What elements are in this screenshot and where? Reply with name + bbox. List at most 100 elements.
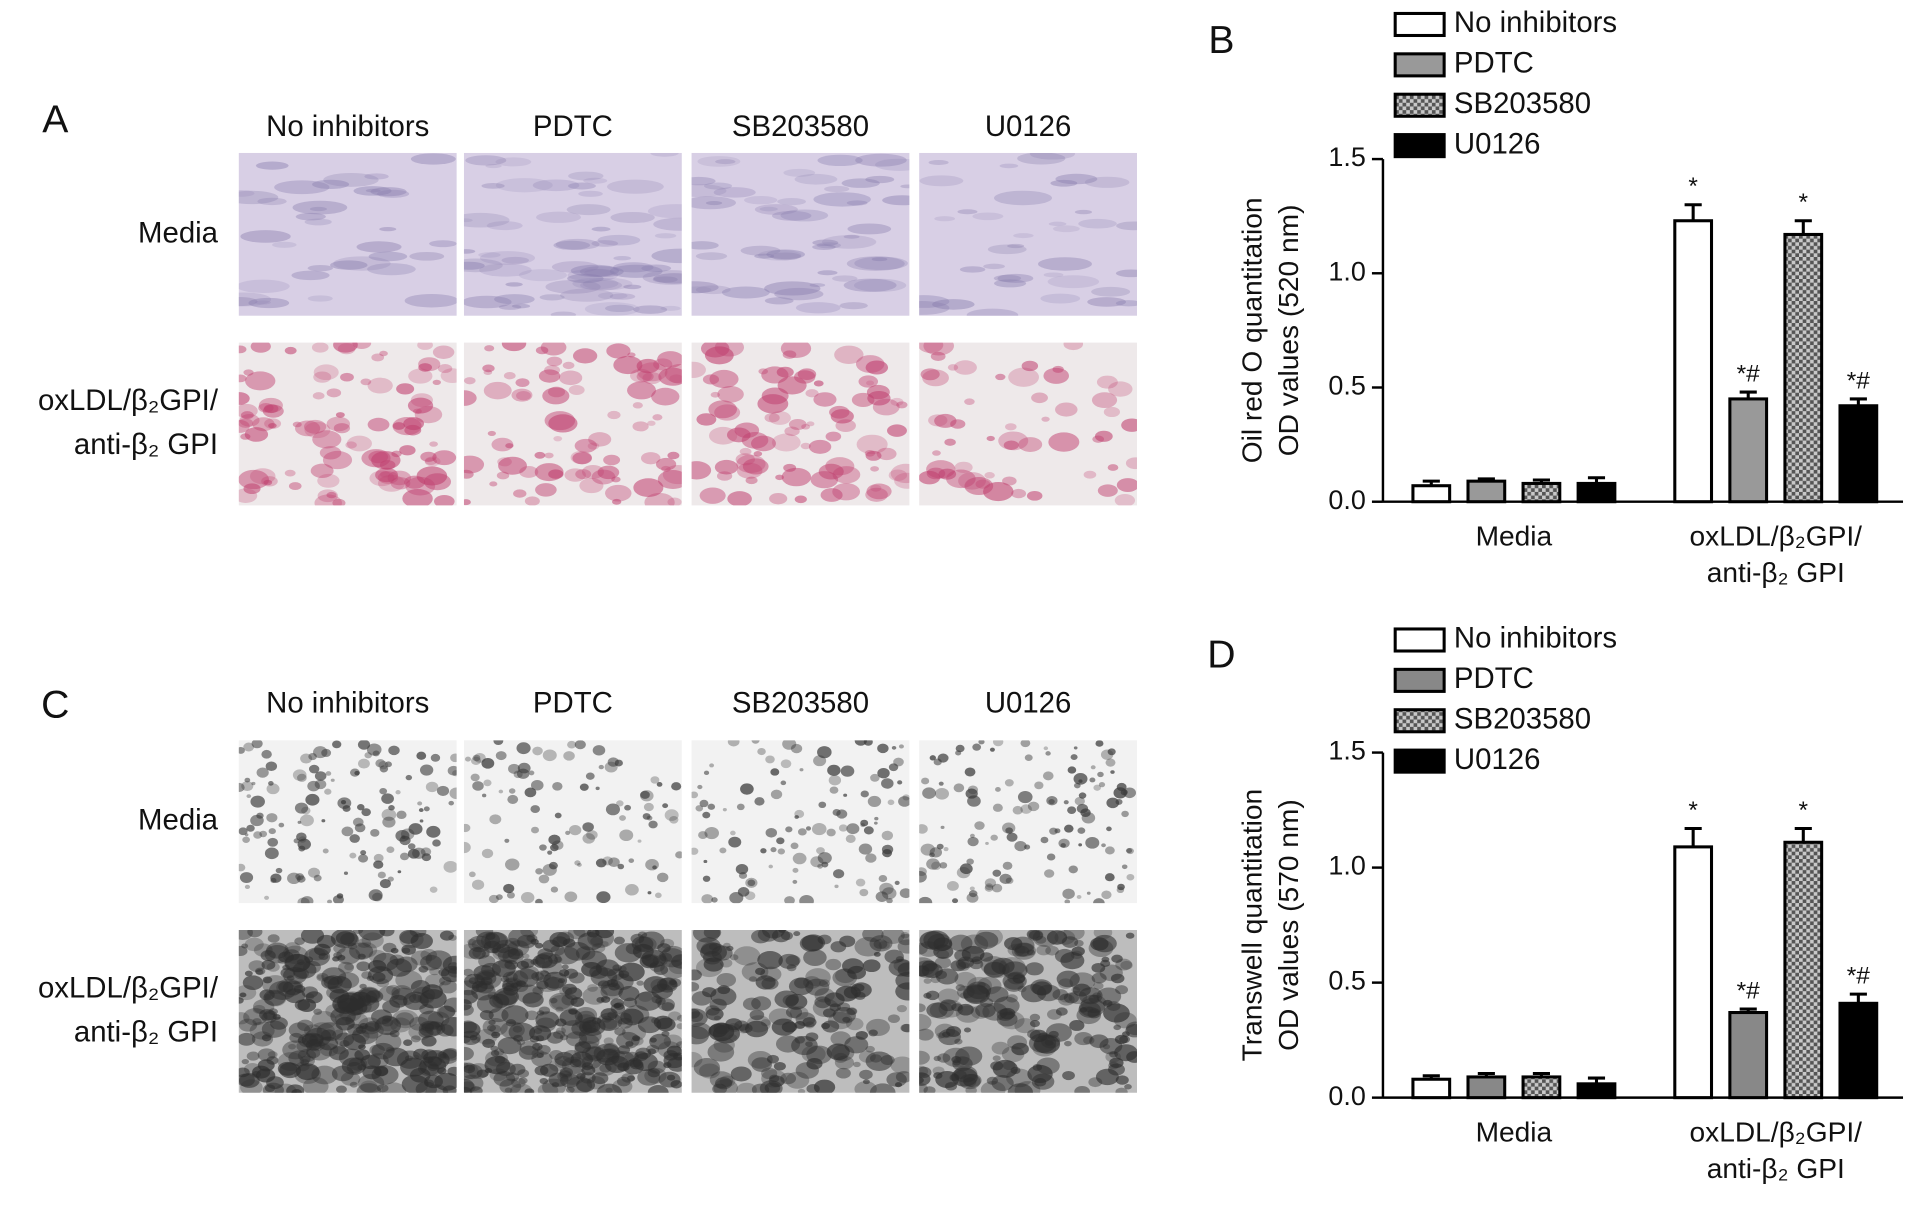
cell	[274, 180, 330, 195]
cell	[1002, 822, 1016, 834]
cell	[379, 460, 396, 470]
cell	[489, 1024, 502, 1034]
cell	[516, 742, 531, 755]
cell	[309, 1022, 335, 1041]
cell	[1116, 782, 1127, 792]
cell	[425, 950, 452, 970]
cell	[586, 830, 598, 840]
cell	[898, 933, 910, 946]
column-label: SB203580	[732, 687, 869, 720]
cell	[761, 1067, 778, 1080]
cell	[1080, 994, 1107, 1014]
cell	[595, 858, 607, 868]
cell	[995, 787, 1001, 792]
cell	[890, 397, 904, 406]
cell	[728, 836, 742, 848]
cell	[592, 745, 606, 756]
cell	[896, 401, 908, 409]
cell	[751, 996, 772, 1011]
cell	[770, 847, 777, 853]
cell	[343, 1033, 366, 1051]
micrograph	[238, 740, 457, 904]
cell	[921, 777, 930, 785]
cell	[875, 891, 889, 902]
cell	[730, 1066, 752, 1082]
cell	[703, 929, 722, 939]
cell	[308, 764, 320, 774]
cell	[515, 378, 530, 388]
cell	[760, 848, 767, 854]
cell	[361, 449, 391, 468]
cell	[860, 823, 866, 828]
cell	[372, 952, 399, 972]
cell	[816, 242, 841, 249]
cell	[395, 956, 418, 973]
cell	[579, 478, 604, 494]
cell	[691, 847, 699, 855]
cell	[934, 787, 949, 800]
cell	[381, 808, 397, 821]
cell	[506, 891, 515, 899]
cell	[239, 872, 254, 884]
cell	[297, 773, 307, 782]
cell	[805, 389, 819, 398]
cell	[495, 178, 553, 193]
cell	[967, 836, 979, 847]
cell	[288, 1043, 297, 1050]
cell	[352, 342, 372, 350]
cell	[238, 279, 290, 293]
cell	[1083, 470, 1097, 479]
cell	[591, 1072, 609, 1085]
cell	[1090, 765, 1096, 770]
cell	[238, 997, 244, 1004]
cell	[505, 981, 515, 988]
cell	[1029, 1013, 1041, 1022]
cell	[1110, 973, 1125, 984]
cell	[754, 253, 775, 259]
cell	[252, 417, 275, 432]
cell	[548, 414, 578, 433]
cell	[865, 175, 895, 184]
cell	[568, 171, 604, 181]
cell	[335, 1016, 355, 1031]
cell	[359, 987, 380, 1003]
cell	[255, 967, 266, 975]
cell	[962, 984, 989, 1003]
cell	[788, 418, 807, 430]
cell	[325, 771, 332, 776]
cell	[1089, 777, 1096, 783]
cell	[578, 190, 603, 197]
cell	[1018, 437, 1043, 452]
cell	[555, 1006, 564, 1013]
cell	[919, 1013, 932, 1031]
cell	[1002, 861, 1013, 870]
cell	[1060, 952, 1085, 970]
cell	[539, 844, 547, 851]
cell	[938, 468, 957, 480]
cell	[782, 740, 797, 750]
cell	[657, 872, 669, 883]
cell	[642, 372, 662, 385]
y-tick-label: 1.0	[1328, 851, 1365, 881]
cell	[452, 770, 457, 777]
cell	[930, 976, 941, 984]
y-tick-label: 0.5	[1328, 966, 1365, 996]
cell	[698, 831, 708, 840]
cell	[317, 489, 339, 503]
cell	[607, 410, 621, 420]
cell	[574, 1006, 598, 1023]
cell	[1115, 269, 1137, 278]
cell	[616, 800, 624, 807]
cell	[1052, 225, 1080, 233]
cell	[1103, 406, 1120, 418]
cell	[251, 740, 263, 749]
cell	[1111, 954, 1123, 963]
cell	[900, 184, 910, 189]
cell	[417, 1010, 444, 1030]
cell	[628, 858, 635, 863]
cell	[812, 239, 839, 246]
cell	[736, 803, 745, 811]
cell	[1027, 801, 1040, 812]
cell	[858, 1050, 876, 1063]
cell	[984, 471, 995, 479]
